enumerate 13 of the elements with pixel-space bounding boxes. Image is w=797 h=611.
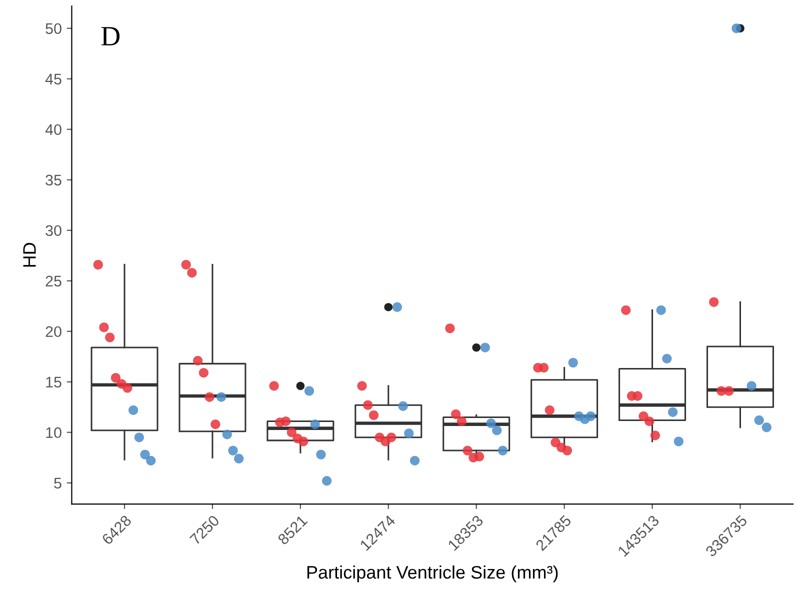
- y-tick-label: 30: [46, 225, 62, 236]
- y-tick-label: 25: [46, 276, 62, 287]
- y-tick-label: 45: [45, 74, 62, 85]
- y-tick-label: 40: [45, 124, 62, 136]
- y-tick-label: 10: [46, 427, 62, 438]
- y-tick-label: 20: [46, 326, 62, 338]
- y-tick-label: 35: [46, 174, 62, 186]
- y-tick-label: 15: [46, 376, 62, 388]
- y-tick-label: 50: [46, 23, 62, 34]
- x-axis-title: Participant Ventricle Size (mm³): [307, 565, 558, 582]
- y-tick-label: 5: [54, 478, 62, 489]
- y-axis-title: HD: [23, 242, 36, 267]
- annotation: D: [101, 27, 120, 46]
